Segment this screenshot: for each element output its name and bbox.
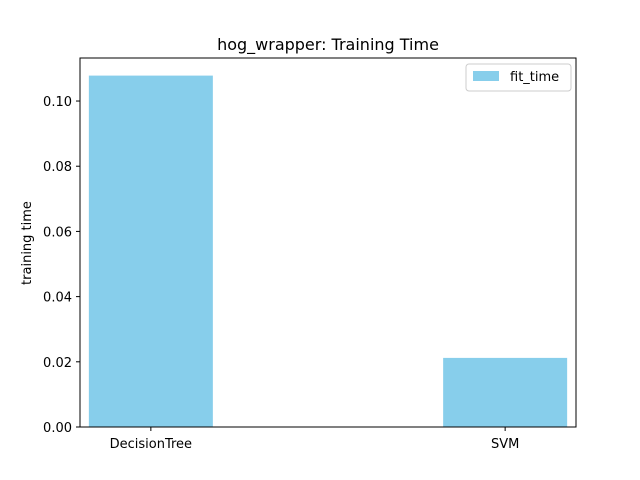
y-tick-label: 0.04 bbox=[43, 291, 72, 306]
bars-group bbox=[88, 75, 568, 427]
y-tick-label: 0.08 bbox=[43, 160, 72, 175]
x-tick-label: SVM bbox=[491, 437, 519, 452]
bar-decisiontree bbox=[88, 75, 213, 427]
y-tick-label: 0.02 bbox=[43, 356, 72, 371]
x-tick-label: DecisionTree bbox=[110, 437, 192, 452]
plot-frame bbox=[79, 57, 577, 428]
bar-svm bbox=[443, 357, 568, 427]
legend-label: fit_time bbox=[510, 70, 559, 85]
y-axis-label: training time bbox=[20, 201, 35, 285]
y-ticks-group: 0.00 0.02 0.04 0.06 0.08 0.10 bbox=[43, 95, 80, 436]
legend: fit_time bbox=[465, 63, 572, 92]
legend-box bbox=[465, 63, 572, 92]
y-tick-label: 0.06 bbox=[43, 225, 72, 240]
x-ticks-group: DecisionTree SVM bbox=[110, 427, 519, 452]
chart-title: hog_wrapper: Training Time bbox=[217, 35, 439, 55]
y-tick-label: 0.00 bbox=[43, 421, 72, 436]
y-tick-label: 0.10 bbox=[43, 95, 72, 110]
legend-swatch bbox=[473, 71, 499, 81]
